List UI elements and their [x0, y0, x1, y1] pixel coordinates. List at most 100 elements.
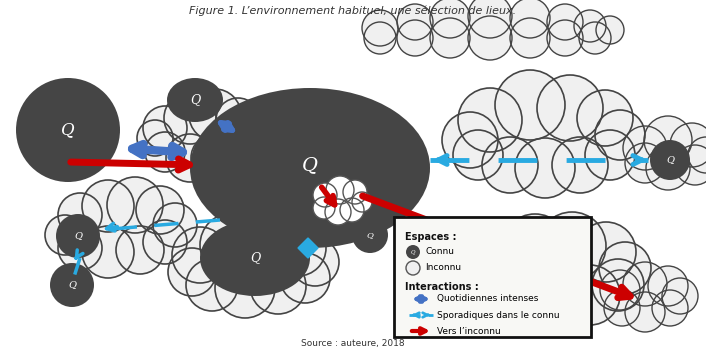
Text: Espaces :: Espaces : — [405, 232, 457, 242]
Circle shape — [652, 290, 688, 326]
Text: Connu: Connu — [425, 247, 454, 257]
Circle shape — [82, 226, 134, 278]
Circle shape — [56, 214, 100, 258]
Text: Figure 1. L’environnement habituel, une sélection de lieux.: Figure 1. L’environnement habituel, une … — [189, 5, 517, 16]
Circle shape — [430, 18, 470, 58]
Circle shape — [164, 92, 216, 144]
Circle shape — [215, 258, 275, 318]
Circle shape — [574, 10, 606, 42]
Circle shape — [501, 214, 569, 282]
Circle shape — [200, 213, 264, 277]
Circle shape — [218, 128, 262, 172]
Circle shape — [596, 16, 624, 44]
Circle shape — [186, 259, 238, 311]
Circle shape — [538, 212, 606, 280]
Circle shape — [523, 268, 587, 332]
Ellipse shape — [167, 78, 223, 122]
Circle shape — [644, 116, 692, 164]
Circle shape — [547, 20, 583, 56]
Circle shape — [552, 137, 608, 193]
Text: Q: Q — [250, 251, 260, 265]
Circle shape — [495, 70, 565, 140]
Text: Inconnu: Inconnu — [425, 263, 461, 272]
Polygon shape — [298, 238, 318, 258]
Text: Q: Q — [411, 250, 415, 255]
Circle shape — [291, 238, 339, 286]
Circle shape — [397, 4, 433, 40]
Circle shape — [675, 145, 706, 185]
Circle shape — [468, 259, 520, 311]
Circle shape — [50, 263, 94, 307]
Circle shape — [143, 106, 187, 150]
Circle shape — [82, 180, 134, 232]
Circle shape — [313, 183, 337, 207]
Text: Q: Q — [74, 231, 82, 241]
Circle shape — [45, 215, 85, 255]
Circle shape — [189, 89, 241, 141]
Circle shape — [482, 137, 538, 193]
Circle shape — [670, 123, 706, 167]
Circle shape — [16, 78, 120, 182]
Circle shape — [340, 198, 364, 222]
Circle shape — [599, 242, 651, 294]
Text: Q: Q — [302, 156, 318, 174]
Circle shape — [406, 261, 420, 275]
Circle shape — [515, 138, 575, 198]
Circle shape — [468, 0, 512, 38]
Circle shape — [510, 0, 550, 38]
Circle shape — [490, 270, 546, 326]
Text: Sporadiques dans le connu: Sporadiques dans le connu — [437, 310, 560, 319]
Circle shape — [168, 248, 216, 296]
Circle shape — [537, 75, 603, 141]
Circle shape — [510, 18, 550, 58]
Circle shape — [230, 115, 270, 155]
Text: Q: Q — [61, 121, 75, 138]
Circle shape — [136, 186, 184, 234]
Circle shape — [250, 258, 306, 314]
Circle shape — [362, 10, 398, 46]
Circle shape — [137, 120, 173, 156]
Circle shape — [153, 203, 197, 247]
Circle shape — [604, 290, 640, 326]
FancyBboxPatch shape — [394, 217, 591, 337]
Circle shape — [406, 245, 420, 259]
Circle shape — [579, 22, 611, 54]
Circle shape — [397, 20, 433, 56]
Circle shape — [313, 197, 335, 219]
Circle shape — [595, 110, 645, 160]
Text: Quotidiennes intenses: Quotidiennes intenses — [437, 294, 539, 304]
Circle shape — [442, 112, 498, 168]
Circle shape — [592, 259, 644, 311]
Circle shape — [364, 22, 396, 54]
Circle shape — [343, 180, 367, 204]
Text: Q: Q — [366, 231, 373, 239]
Circle shape — [453, 130, 503, 180]
Circle shape — [600, 270, 640, 310]
Circle shape — [662, 278, 698, 314]
Circle shape — [270, 220, 326, 276]
Circle shape — [352, 192, 372, 212]
Ellipse shape — [200, 220, 310, 296]
Circle shape — [646, 146, 690, 190]
Circle shape — [576, 222, 636, 282]
Circle shape — [577, 90, 633, 146]
Circle shape — [325, 199, 351, 225]
Circle shape — [116, 226, 164, 274]
Circle shape — [459, 244, 511, 296]
Circle shape — [58, 226, 102, 270]
Circle shape — [560, 265, 620, 325]
Circle shape — [107, 177, 163, 233]
Circle shape — [625, 143, 665, 183]
Text: Q: Q — [68, 281, 76, 289]
Circle shape — [625, 292, 665, 332]
Circle shape — [145, 132, 185, 172]
Circle shape — [191, 134, 239, 182]
Circle shape — [326, 176, 354, 204]
Circle shape — [648, 266, 688, 306]
Circle shape — [236, 210, 300, 274]
Circle shape — [468, 16, 512, 60]
Circle shape — [166, 134, 214, 182]
Text: Q: Q — [190, 94, 200, 106]
Circle shape — [58, 193, 102, 237]
Text: Source : auteure, 2018: Source : auteure, 2018 — [301, 339, 405, 348]
